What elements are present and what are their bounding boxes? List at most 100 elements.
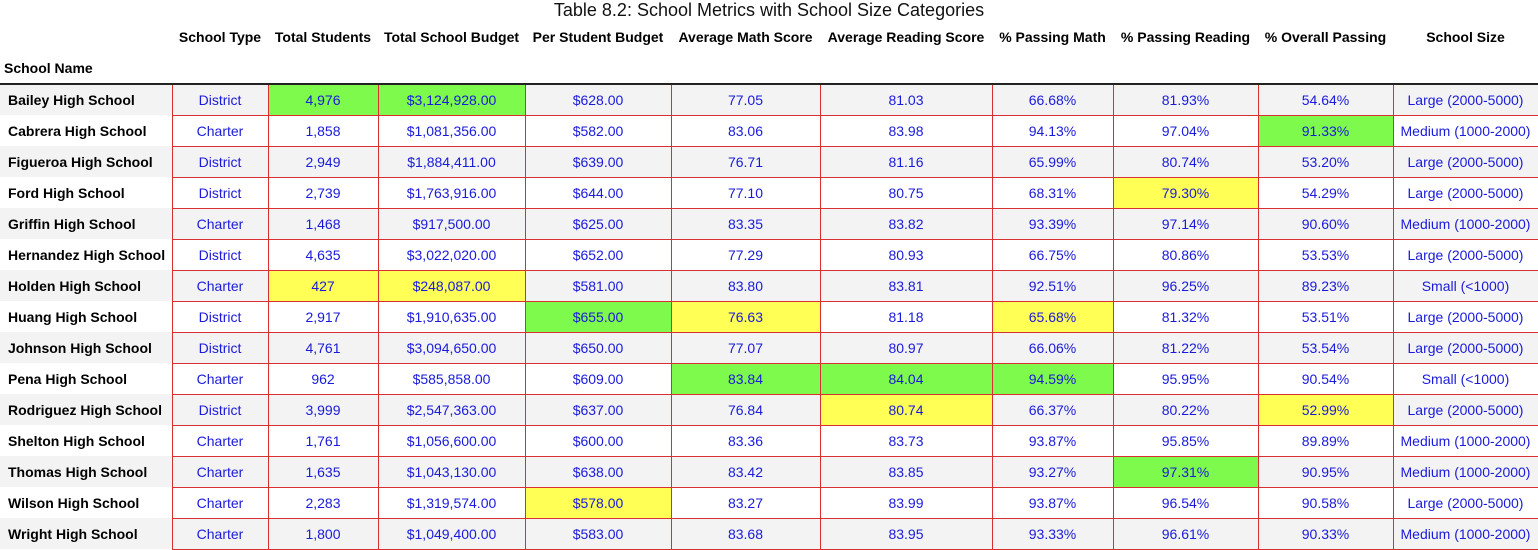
table-cell: 65.68% [991,300,1114,333]
table-cell: District [171,238,269,271]
table-cell: 79.30% [1112,176,1259,209]
table-cell: $1,884,411.00 [377,145,526,178]
table-row: Wright High School Charter 1,800 $1,049,400… [0,517,1538,550]
table-row: Huang High School District 2,917 $1,910,635… [0,300,1538,333]
table-cell: $3,022,020.00 [377,238,526,271]
table-cell: 95.85% [1112,424,1259,457]
table-cell: District [171,300,269,333]
school-name-cell: Pena High School [0,363,172,394]
table-cell: 81.22% [1112,331,1259,364]
index-header: School Name [0,52,172,84]
table-row: Ford High School District 2,739 $1,763,916.… [0,176,1538,209]
table-cell: 54.64% [1257,83,1394,116]
table-cell: 83.81 [819,269,993,302]
table-cell: 53.51% [1257,300,1394,333]
table-cell: 1,635 [267,455,379,488]
table-cell: 2,283 [267,486,379,519]
table-cell: 427 [267,269,379,302]
table-cell: Charter [171,114,269,147]
table-cell: 66.37% [991,393,1114,426]
table-cell: $1,056,600.00 [377,424,526,457]
table-cell: 80.97 [819,331,993,364]
column-header: Per Student Budget [525,22,671,52]
table-cell: 83.35 [670,207,821,240]
column-header: School Size [1393,22,1538,52]
table-cell: 96.54% [1112,486,1259,519]
table-row: Wilson High School Charter 2,283 $1,319,574… [0,486,1538,519]
table-cell: $1,910,635.00 [377,300,526,333]
table-cell: Large (2000-5000) [1392,176,1538,209]
table-cell: District [171,176,269,209]
table-cell: 94.13% [991,114,1114,147]
table-cell: 80.86% [1112,238,1259,271]
table-cell: $625.00 [524,207,672,240]
table-cell: District [171,83,269,116]
table-cell: 93.87% [991,486,1114,519]
column-header: Total School Budget [378,22,525,52]
table-cell: 83.85 [819,455,993,488]
table-cell: $637.00 [524,393,672,426]
table-cell: 81.16 [819,145,993,178]
table-cell: Large (2000-5000) [1392,145,1538,178]
table-cell: $609.00 [524,362,672,395]
table-cell: 77.05 [670,83,821,116]
table-cell: 81.32% [1112,300,1259,333]
table-cell: 80.74% [1112,145,1259,178]
table-cell: $1,043,130.00 [377,455,526,488]
table-cell: Small (<1000) [1392,269,1538,302]
table-cell: 97.04% [1112,114,1259,147]
table-header: School Type Total Students Total School … [0,22,1538,84]
table-row: Rodriguez High School District 3,999 $2,547… [0,393,1538,426]
school-name-cell: Holden High School [0,270,172,301]
table-cell: $655.00 [524,300,672,333]
school-name-cell: Wilson High School [0,487,172,518]
column-header: Average Math Score [671,22,820,52]
table-cell: $581.00 [524,269,672,302]
table-cell: 65.99% [991,145,1114,178]
column-header: % Passing Reading [1113,22,1258,52]
table-cell: Charter [171,486,269,519]
table-cell: 4,761 [267,331,379,364]
table-cell: $1,763,916.00 [377,176,526,209]
table-row: Griffin High School Charter 1,468 $917,500.… [0,207,1538,240]
table-cell: 90.54% [1257,362,1394,395]
table-cell: 97.31% [1112,455,1259,488]
table-row: Pena High School Charter 962 $585,858.00 $60… [0,362,1538,395]
table-cell: $3,124,928.00 [377,83,526,116]
table-cell: Medium (1000-2000) [1392,207,1538,240]
school-name-cell: Ford High School [0,177,172,208]
table-cell: 76.84 [670,393,821,426]
table-cell: 90.60% [1257,207,1394,240]
school-name-cell: Shelton High School [0,425,172,456]
table-cell: 89.89% [1257,424,1394,457]
table-cell: $917,500.00 [377,207,526,240]
table-cell: 1,468 [267,207,379,240]
table-row: Thomas High School Charter 1,635 $1,043,130… [0,455,1538,488]
school-name-cell: Rodriguez High School [0,394,172,425]
table-cell: 96.61% [1112,517,1259,550]
table-cell: 83.99 [819,486,993,519]
table-cell: 80.22% [1112,393,1259,426]
table-cell: 53.53% [1257,238,1394,271]
table-cell: 81.93% [1112,83,1259,116]
table-cell: 83.42 [670,455,821,488]
table-cell: $652.00 [524,238,672,271]
table-cell: 83.80 [670,269,821,302]
table-cell: 54.29% [1257,176,1394,209]
table-cell: $638.00 [524,455,672,488]
table-cell: 77.10 [670,176,821,209]
table-cell: Charter [171,455,269,488]
table-cell: 77.29 [670,238,821,271]
table-cell: 66.06% [991,331,1114,364]
table-cell: 83.82 [819,207,993,240]
table-cell: Medium (1000-2000) [1392,455,1538,488]
table-cell: $1,049,400.00 [377,517,526,550]
school-name-cell: Huang High School [0,301,172,332]
table-cell: 1,800 [267,517,379,550]
table-cell: Charter [171,362,269,395]
table-cell: Large (2000-5000) [1392,393,1538,426]
column-header-blank [0,22,172,52]
table-cell: 89.23% [1257,269,1394,302]
table-cell: 93.39% [991,207,1114,240]
table-cell: 83.95 [819,517,993,550]
